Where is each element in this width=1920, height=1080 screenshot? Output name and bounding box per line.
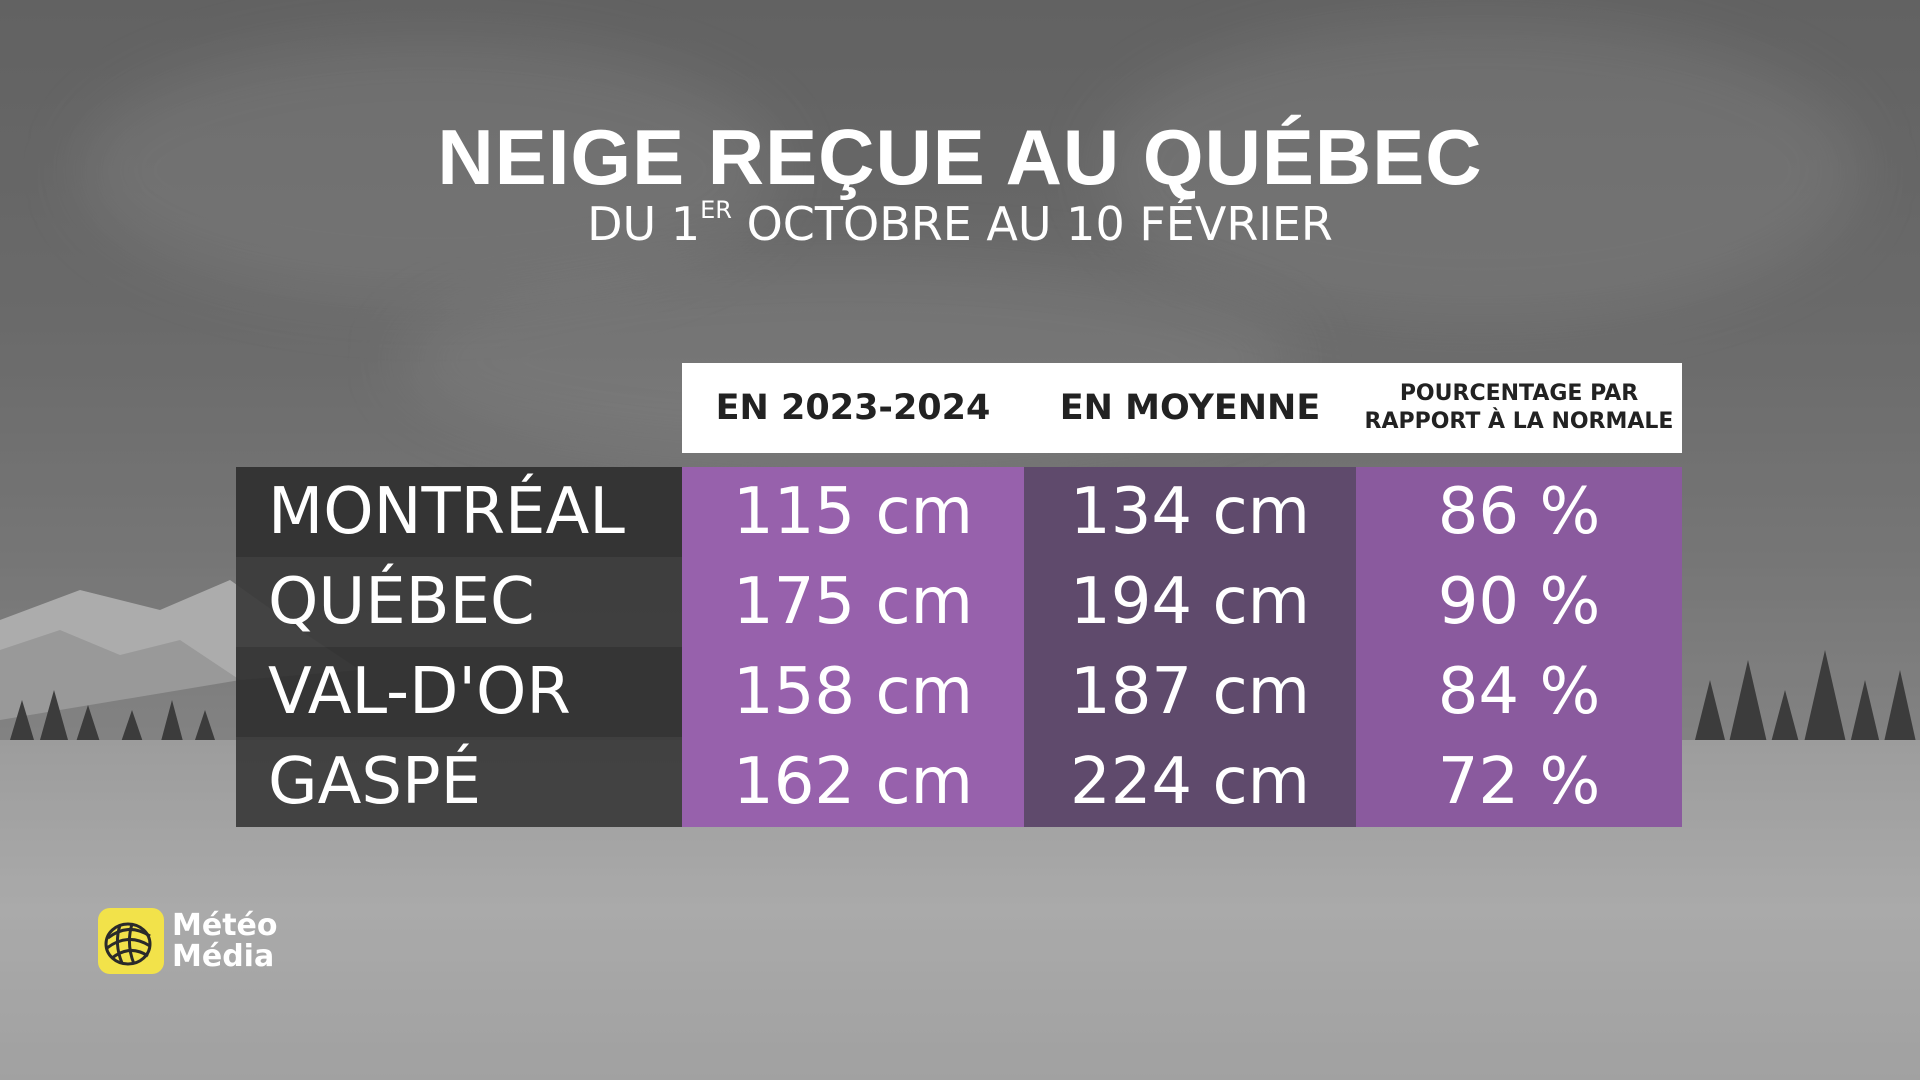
page-title: NEIGE REÇUE AU QUÉBEC [437, 113, 1483, 201]
percent-value: 90 % [1437, 565, 1601, 639]
header-percent: POURCENTAGE PAR RAPPORT À LA NORMALE [1356, 363, 1682, 453]
header-percent-line1: POURCENTAGE PAR [1399, 381, 1639, 406]
city-name: VAL-D'OR [268, 655, 571, 729]
logo-line2: Média [172, 939, 275, 974]
season-value: 162 cm [732, 745, 974, 819]
table-header [682, 363, 1682, 453]
subtitle-prefix: DU 1 [587, 197, 701, 251]
header-percent-line2: RAPPORT À LA NORMALE [1364, 409, 1674, 434]
column-season-bg [682, 467, 1024, 827]
city-name: QUÉBEC [268, 565, 535, 639]
table-body: MONTRÉAL 115 cm 134 cm 86 % QUÉBEC 175 c… [236, 467, 1682, 827]
average-value: 134 cm [1069, 475, 1311, 549]
season-value: 158 cm [732, 655, 974, 729]
page-subtitle: DU 1ER OCTOBRE AU 10 FÉVRIER [0, 196, 1920, 251]
logo-line1: Météo [172, 908, 278, 943]
globe-icon [98, 908, 164, 974]
table-row: MONTRÉAL 115 cm 134 cm 86 % [236, 467, 1682, 557]
average-value: 224 cm [1069, 745, 1311, 819]
percent-value: 72 % [1437, 745, 1601, 819]
logo-wordmark: Météo Média [172, 910, 278, 972]
city-name: GASPÉ [268, 745, 482, 819]
column-percent-bg [1356, 467, 1682, 827]
table-row: VAL-D'OR 158 cm 187 cm 84 % [236, 647, 1682, 737]
average-value: 194 cm [1069, 565, 1311, 639]
season-value: 175 cm [732, 565, 974, 639]
header-average: EN MOYENNE [1059, 388, 1321, 428]
subtitle-superscript: ER [700, 196, 732, 224]
average-value: 187 cm [1069, 655, 1311, 729]
table-row: GASPÉ 162 cm 224 cm 72 % [236, 737, 1682, 827]
table-row: QUÉBEC 175 cm 194 cm 90 % [236, 557, 1682, 647]
percent-value: 86 % [1437, 475, 1601, 549]
header-season: EN 2023-2024 [715, 388, 991, 428]
percent-value: 84 % [1437, 655, 1601, 729]
snowfall-table: EN 2023-2024 EN MOYENNE POURCENTAGE PAR … [236, 363, 1682, 827]
city-name: MONTRÉAL [268, 475, 625, 549]
column-average-bg [1024, 467, 1356, 827]
season-value: 115 cm [732, 475, 974, 549]
meteomedia-logo: Météo Média [98, 908, 278, 978]
subtitle-suffix: OCTOBRE AU 10 FÉVRIER [731, 197, 1333, 251]
